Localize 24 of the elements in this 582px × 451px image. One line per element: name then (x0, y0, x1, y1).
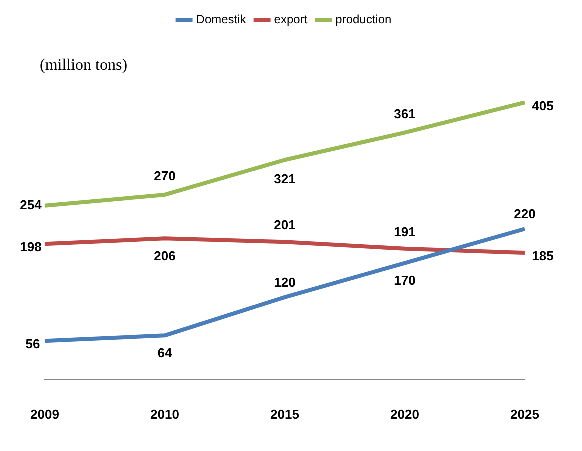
data-label: 361 (394, 106, 416, 122)
data-label: 270 (154, 168, 176, 184)
x-tick-label: 2015 (270, 406, 300, 422)
data-label: 120 (274, 275, 296, 290)
data-label: 405 (532, 98, 554, 114)
data-label: 206 (154, 248, 176, 264)
data-label: 185 (532, 248, 554, 264)
legend-label: production (336, 12, 392, 26)
legend-label: export (274, 12, 308, 26)
data-label: 191 (394, 224, 416, 240)
data-label: 321 (274, 172, 296, 187)
legend-label: Domestik (196, 12, 248, 26)
data-label: 198 (20, 240, 42, 255)
y-axis-title: (million tons) (40, 57, 128, 74)
data-label: 254 (20, 197, 43, 212)
data-label: 201 (274, 218, 296, 233)
data-label: 220 (514, 206, 536, 222)
data-label: 56 (26, 336, 40, 352)
x-tick-label: 2010 (150, 406, 180, 422)
x-tick-label: 2009 (30, 406, 60, 422)
data-label: 170 (394, 272, 416, 288)
x-tick-label: 2025 (510, 406, 540, 422)
x-tick-label: 2020 (390, 406, 420, 422)
data-label: 64 (158, 345, 173, 360)
